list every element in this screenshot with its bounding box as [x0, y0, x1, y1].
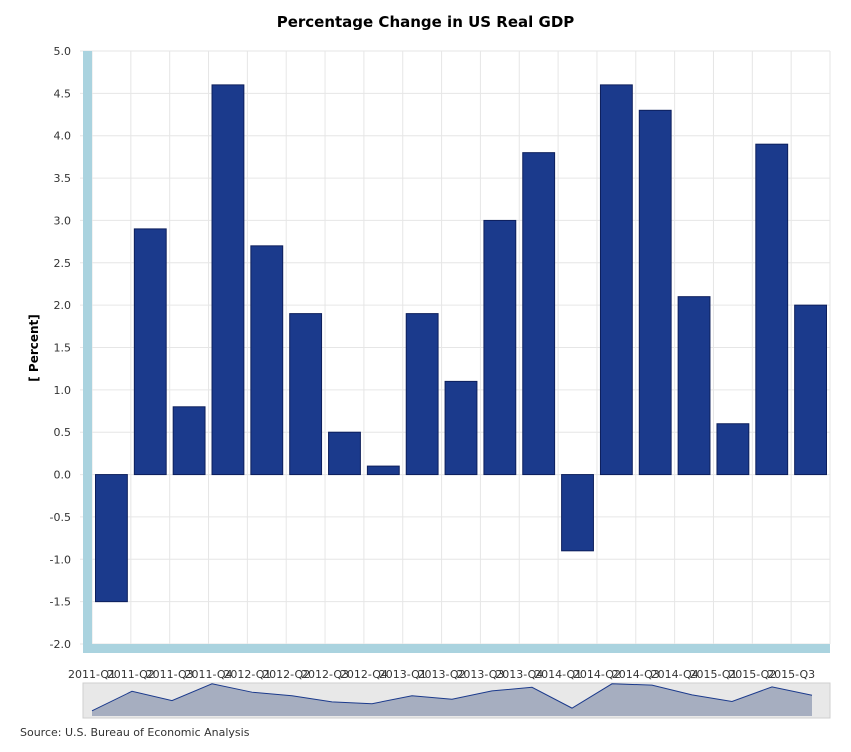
- bar-2014-Q4: [677, 296, 711, 476]
- y-tick-label: 4.5: [54, 87, 72, 100]
- x-tick-labels: 2011-Q12011-Q22011-Q32011-Q42012-Q12012-…: [68, 668, 815, 681]
- x-tick-label: 2011-Q4: [185, 668, 233, 681]
- x-tick-label: 2013-Q3: [456, 668, 504, 681]
- y-tick-label: 3.0: [54, 214, 72, 227]
- x-tick-label: 2014-Q4: [651, 668, 699, 681]
- y-tick-labels: 5.0 4.5 4.0 3.5 3.0 2.5 2.0 1.5 1.0 0.5 0.0 -0.5 -1.…: [50, 45, 71, 651]
- navigator-line: [91, 683, 813, 712]
- x-tick-label: 2015-Q3: [767, 668, 815, 681]
- bar-2012-Q4: [366, 465, 400, 476]
- x-tick-label: 2012-Q1: [223, 668, 271, 681]
- y-tick-label: 1.0: [54, 384, 72, 397]
- y-tick-label: -1.0: [50, 553, 71, 566]
- bar-2012-Q3: [328, 431, 361, 476]
- bar-2015-Q1: [716, 423, 750, 476]
- y-tick-label: 1.5: [54, 342, 72, 355]
- y-tick-label: -0.5: [50, 511, 71, 524]
- bar-2014-Q2: [599, 84, 633, 476]
- x-tick-label: 2013-Q1: [379, 668, 427, 681]
- bars: [94, 84, 828, 603]
- x-tick-label: 2011-Q1: [68, 668, 116, 681]
- bar-2011-Q4: [211, 84, 245, 476]
- x-tick-label: 2015-Q1: [689, 668, 737, 681]
- x-tick-label: 2011-Q2: [107, 668, 155, 681]
- bar-2015-Q3: [794, 304, 828, 476]
- navigator[interactable]: [82, 682, 831, 719]
- y-tick-label: 2.0: [54, 299, 72, 312]
- y-tick-label: 2.5: [54, 257, 72, 270]
- y-axis-band: [83, 51, 92, 653]
- y-tick-label: 3.5: [54, 172, 72, 185]
- navigator-area: [92, 683, 812, 716]
- x-tick-label: 2014-Q1: [534, 668, 582, 681]
- bar-2015-Q2: [755, 143, 789, 476]
- x-tick-label: 2012-Q3: [301, 668, 349, 681]
- grid: [80, 50, 831, 645]
- chart-title: Percentage Change in US Real GDP: [276, 13, 575, 31]
- x-tick-label: 2014-Q3: [612, 668, 660, 681]
- x-tick-label: 2013-Q4: [495, 668, 543, 681]
- y-tick-label: 4.0: [54, 130, 72, 143]
- bar-2013-Q1: [405, 313, 439, 476]
- x-tick-label: 2012-Q4: [340, 668, 388, 681]
- x-tick-label: 2012-Q2: [262, 668, 310, 681]
- bar-2012-Q1: [250, 245, 284, 476]
- y-tick-label: -1.5: [50, 596, 71, 609]
- y-tick-label: -2.0: [50, 638, 71, 651]
- bar-2013-Q3: [483, 219, 517, 476]
- bar-2014-Q1: [561, 474, 594, 552]
- x-axis-band: [83, 644, 830, 653]
- y-tick-label: 5.0: [54, 45, 72, 58]
- bar-2013-Q4: [522, 152, 556, 476]
- bar-2011-Q1: [94, 474, 128, 603]
- x-tick-label: 2011-Q3: [146, 668, 194, 681]
- bar-2014-Q3: [638, 109, 672, 476]
- x-tick-label: 2014-Q2: [573, 668, 621, 681]
- bar-2012-Q2: [289, 313, 323, 476]
- source-note: Source: U.S. Bureau of Economic Analysis: [20, 726, 250, 739]
- bar-2011-Q3: [172, 406, 206, 476]
- bar-2011-Q2: [133, 228, 167, 476]
- x-tick-label: 2013-Q2: [418, 668, 466, 681]
- bar-2013-Q2: [444, 380, 478, 476]
- y-tick-label: 0.0: [54, 469, 72, 482]
- y-tick-label: 0.5: [54, 426, 72, 439]
- x-tick-label: 2015-Q2: [728, 668, 776, 681]
